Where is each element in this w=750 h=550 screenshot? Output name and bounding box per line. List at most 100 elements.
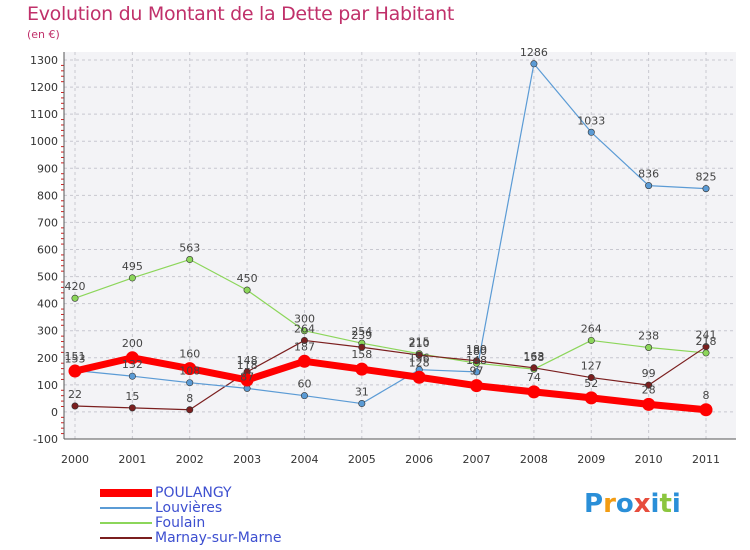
y-tick-label: 100 [37, 379, 58, 392]
data-label: 128 [409, 356, 430, 369]
data-point [358, 400, 366, 408]
data-point [645, 343, 653, 351]
data-label: 31 [355, 386, 369, 399]
data-point [300, 392, 308, 400]
y-tick-label: 0 [51, 406, 58, 419]
logo-letter: t [659, 489, 672, 519]
data-label: 563 [179, 242, 200, 255]
y-tick-label: 700 [37, 216, 58, 229]
data-point [587, 336, 595, 344]
data-label: 200 [122, 337, 143, 350]
data-point [183, 362, 197, 376]
data-point [587, 128, 595, 136]
data-label: 118 [237, 359, 258, 372]
y-tick-label: 200 [37, 352, 58, 365]
x-tick-label: 2009 [577, 453, 605, 466]
data-label: 189 [466, 343, 487, 356]
data-point [702, 185, 710, 193]
data-label: 160 [179, 348, 200, 361]
data-point [186, 256, 194, 264]
x-tick-label: 2005 [348, 453, 376, 466]
data-point [71, 294, 79, 302]
legend-label-marnay: Marnay-sur-Marne [155, 530, 282, 546]
y-tick-label: 800 [37, 189, 58, 202]
series-line-poulangy [71, 354, 710, 414]
data-label: 420 [65, 280, 86, 293]
x-tick-label: 2004 [290, 453, 318, 466]
data-point [473, 368, 481, 376]
data-label: 825 [696, 171, 717, 184]
data-point [125, 351, 139, 365]
x-tick-label: 2008 [520, 453, 548, 466]
y-tick-label: 1300 [30, 54, 58, 67]
data-point [240, 373, 254, 387]
data-label: 495 [122, 260, 143, 273]
data-point [186, 379, 194, 387]
data-point [584, 391, 598, 405]
data-point [702, 349, 710, 357]
logo-letter: i [650, 489, 660, 519]
data-label: 156 [409, 352, 430, 365]
data-point [415, 351, 423, 359]
y-tick-label: -100 [33, 433, 58, 446]
y-tick-label: 1100 [30, 108, 58, 121]
data-label: 153 [65, 353, 86, 366]
data-label: 151 [65, 350, 86, 363]
data-label: 158 [351, 348, 372, 361]
data-label: 254 [351, 325, 372, 338]
legend-swatch-louvieres [100, 507, 152, 509]
data-label: 210 [409, 337, 430, 350]
legend-label-louvieres: Louvières [155, 500, 223, 516]
data-point [300, 336, 308, 344]
logo-letter: P [584, 489, 604, 519]
data-point [128, 274, 136, 282]
data-label: 450 [237, 272, 258, 285]
data-point [642, 397, 656, 411]
data-point [470, 379, 484, 393]
data-point [699, 403, 713, 417]
data-label: 97 [470, 365, 484, 378]
legend-label-poulangy: POULANGY [155, 485, 232, 501]
x-tick-label: 2000 [61, 453, 89, 466]
data-label: 60 [297, 378, 311, 391]
data-label: 52 [584, 377, 598, 390]
y-tick-label: 300 [37, 325, 58, 338]
data-point [128, 404, 136, 412]
legend-swatch-foulain [100, 522, 152, 524]
data-point [645, 182, 653, 190]
y-tick-label: 1200 [30, 81, 58, 94]
proxiti-logo: Proxiti [584, 489, 681, 519]
y-tick-label: 500 [37, 271, 58, 284]
data-point [587, 374, 595, 382]
x-tick-label: 2002 [176, 453, 204, 466]
data-label: 22 [68, 388, 82, 401]
x-tick-label: 2010 [635, 453, 663, 466]
data-label: 180 [466, 345, 487, 358]
legend-label-foulain: Foulain [155, 515, 206, 531]
data-point [71, 402, 79, 410]
data-label: 148 [237, 354, 258, 367]
data-label: 87 [240, 370, 254, 383]
data-label: 8 [703, 389, 710, 402]
chart-title: Evolution du Montant de la Dette par Hab… [27, 3, 455, 25]
data-label: 264 [581, 322, 602, 335]
data-label: 836 [638, 168, 659, 181]
data-point [243, 286, 251, 294]
data-point [702, 343, 710, 351]
legend-swatch-poulangy [100, 489, 152, 497]
x-tick-label: 2007 [463, 453, 491, 466]
data-label: 218 [696, 335, 717, 348]
data-label: 108 [179, 365, 200, 378]
data-point [527, 385, 541, 399]
data-point [473, 357, 481, 365]
data-point [645, 381, 653, 389]
x-tick-label: 2011 [692, 453, 720, 466]
x-tick-label: 2006 [405, 453, 433, 466]
data-label: 163 [523, 350, 544, 363]
logo-letter: r [603, 489, 616, 519]
data-point [530, 364, 538, 372]
data-label: 187 [294, 340, 315, 353]
data-point [355, 362, 369, 376]
logo-letter: i [671, 489, 681, 519]
